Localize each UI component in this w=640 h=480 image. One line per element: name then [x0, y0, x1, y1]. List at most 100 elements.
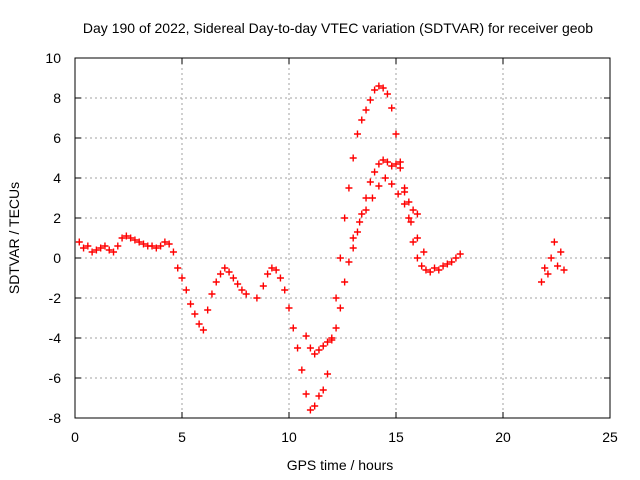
data-point: [238, 286, 246, 294]
data-point: [174, 264, 182, 272]
data-point: [315, 392, 323, 400]
data-point: [336, 254, 344, 262]
data-point: [110, 248, 118, 256]
data-point: [148, 242, 156, 250]
y-tick-label: 2: [53, 210, 61, 226]
data-point: [349, 154, 357, 162]
data-point: [208, 290, 216, 298]
data-point: [381, 174, 389, 182]
axis-ticks: 0 5 10 15 20 25 -8 -6 -4 -2 0 2 4 6 8 10: [45, 50, 618, 445]
data-point: [358, 210, 366, 218]
data-point: [401, 200, 409, 208]
data-point: [366, 96, 374, 104]
data-point: [554, 262, 562, 270]
data-point: [212, 278, 220, 286]
plot-border: [74, 57, 611, 419]
data-point: [315, 346, 323, 354]
data-point: [187, 300, 195, 308]
data-point: [452, 254, 460, 262]
data-point: [456, 250, 464, 258]
data-point: [139, 240, 147, 248]
data-point: [161, 238, 169, 246]
data-point: [560, 266, 568, 274]
data-point: [152, 244, 160, 252]
data-point: [353, 130, 361, 138]
y-tick-label: 4: [53, 170, 61, 186]
data-point: [332, 324, 340, 332]
data-point: [396, 158, 404, 166]
data-point: [268, 264, 276, 272]
data-point: [368, 194, 376, 202]
series-0: [75, 82, 421, 414]
data-point: [547, 254, 555, 262]
data-point: [88, 248, 96, 256]
data-point: [426, 268, 434, 276]
y-tick-label: 8: [53, 90, 61, 106]
y-tick-label: -4: [49, 330, 62, 346]
data-point: [191, 310, 199, 318]
data-point: [448, 258, 456, 266]
data-point: [409, 238, 417, 246]
data-point: [392, 130, 400, 138]
data-point: [75, 238, 83, 246]
data-point: [383, 90, 391, 98]
data-point: [97, 244, 105, 252]
data-point: [362, 194, 370, 202]
data-point: [225, 268, 233, 276]
data-point: [375, 182, 383, 190]
data-point: [405, 198, 413, 206]
y-tick-label: 6: [53, 130, 61, 146]
data-point: [341, 278, 349, 286]
data-point: [306, 344, 314, 352]
data-point: [375, 160, 383, 168]
data-point: [418, 262, 426, 270]
data-point: [114, 242, 122, 250]
data-point: [371, 168, 379, 176]
data-point: [353, 228, 361, 236]
data-point: [362, 206, 370, 214]
data-point: [229, 274, 237, 282]
data-point: [324, 370, 332, 378]
data-point: [538, 278, 546, 286]
data-point: [311, 402, 319, 410]
data-point: [388, 180, 396, 188]
data-point: [285, 304, 293, 312]
data-point: [242, 290, 250, 298]
grid-lines: [75, 58, 610, 418]
series-2: [349, 174, 428, 256]
data-point: [341, 214, 349, 222]
y-tick-label: 10: [45, 50, 61, 66]
data-point: [127, 234, 135, 242]
data-point: [319, 342, 327, 350]
data-point: [319, 386, 327, 394]
x-tick-label: 0: [71, 429, 79, 445]
data-point: [356, 218, 364, 226]
data-point: [324, 338, 332, 346]
data-point: [281, 286, 289, 294]
data-point: [550, 238, 558, 246]
data-point: [371, 86, 379, 94]
y-tick-label: -6: [49, 370, 62, 386]
data-point: [195, 320, 203, 328]
data-point: [221, 264, 229, 272]
data-point: [272, 266, 280, 274]
x-tick-label: 5: [178, 429, 186, 445]
data-point: [264, 270, 272, 278]
data-point: [413, 234, 421, 242]
data-point: [302, 332, 310, 340]
data-point: [388, 162, 396, 170]
data-point: [302, 390, 310, 398]
data-point: [182, 286, 190, 294]
chart-title: Day 190 of 2022, Sidereal Day-to-day VTE…: [83, 20, 593, 36]
data-point: [383, 158, 391, 166]
data-point: [394, 190, 402, 198]
data-point: [311, 350, 319, 358]
data-point: [413, 254, 421, 262]
data-point: [84, 242, 92, 250]
data-point: [409, 206, 417, 214]
data-point: [165, 240, 173, 248]
data-point: [253, 294, 261, 302]
series-3: [538, 238, 568, 286]
data-point: [345, 258, 353, 266]
